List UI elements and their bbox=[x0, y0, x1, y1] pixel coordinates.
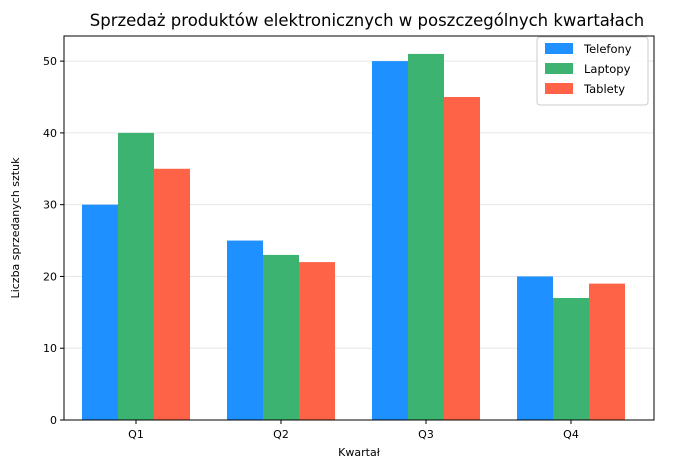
bar-tablety-q1 bbox=[154, 168, 190, 420]
bar-laptopy-q4 bbox=[553, 297, 589, 420]
bar-telefony-q4 bbox=[517, 276, 553, 420]
y-tick-label: 50 bbox=[43, 55, 57, 68]
y-tick-label: 30 bbox=[43, 199, 57, 212]
y-tick-label: 10 bbox=[43, 342, 57, 355]
bar-telefony-q3 bbox=[372, 61, 408, 421]
x-tick-label: Q2 bbox=[273, 428, 289, 441]
x-axis-label: Kwartał bbox=[338, 446, 381, 459]
y-axis-label: Liczba sprzedanych sztuk bbox=[9, 157, 22, 299]
x-tick-label: Q1 bbox=[128, 428, 144, 441]
bar-telefony-q1 bbox=[82, 204, 118, 420]
bar-laptopy-q2 bbox=[263, 254, 299, 420]
chart-title: Sprzedaż produktów elektronicznych w pos… bbox=[90, 11, 644, 30]
bar-tablety-q2 bbox=[299, 262, 335, 420]
x-axis-ticks: Q1 Q2 Q3 Q4 bbox=[128, 420, 579, 441]
bars bbox=[82, 53, 625, 421]
bar-telefony-q2 bbox=[227, 240, 263, 420]
bar-laptopy-q1 bbox=[118, 132, 154, 420]
bar-tablety-q4 bbox=[589, 283, 625, 420]
plot-frame bbox=[63, 35, 655, 421]
y-axis-ticks: 0 10 20 30 40 50 bbox=[43, 55, 64, 427]
y-tick-label: 40 bbox=[43, 127, 57, 140]
legend-label-tablety: Tablety bbox=[583, 82, 625, 96]
x-tick-label: Q3 bbox=[418, 428, 434, 441]
legend-label-telefony: Telefony bbox=[583, 42, 632, 56]
y-tick-label: 0 bbox=[50, 414, 57, 427]
legend-swatch-laptopy bbox=[545, 63, 573, 74]
legend: Telefony Laptopy Tablety bbox=[536, 36, 649, 106]
legend-label-laptopy: Laptopy bbox=[584, 62, 631, 76]
x-tick-label: Q4 bbox=[563, 428, 579, 441]
bar-laptopy-q3 bbox=[408, 53, 444, 421]
y-tick-label: 20 bbox=[43, 270, 57, 283]
legend-swatch-telefony bbox=[545, 43, 573, 54]
bar-tablety-q3 bbox=[444, 97, 480, 421]
legend-swatch-tablety bbox=[545, 83, 573, 94]
